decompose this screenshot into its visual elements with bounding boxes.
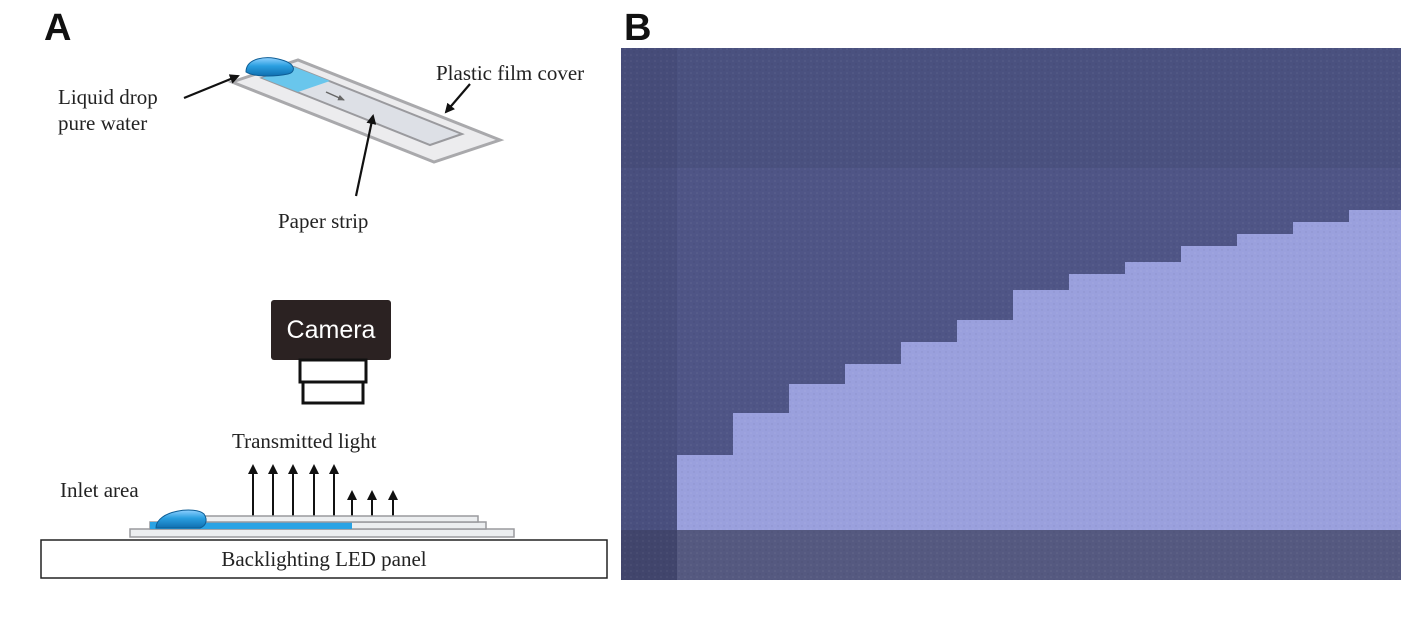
transmitted-light-arrows: [248, 464, 398, 516]
panel-b-letter: B: [624, 7, 651, 49]
side-liquid-drop: [155, 509, 207, 529]
panel-a-letter: A: [44, 7, 71, 49]
backlighting-led-panel-label: Backlighting LED panel: [221, 547, 426, 571]
backlighting-led-panel: [40, 539, 608, 579]
image-texture: [621, 48, 1401, 580]
wicking-image: [621, 48, 1401, 580]
panel-b: B: [621, 7, 1401, 580]
camera: Camera: [271, 300, 391, 405]
liquid-drop-label-line1: Liquid drop: [58, 85, 158, 109]
paper-strip-label: Paper strip: [278, 209, 368, 233]
camera-lens-upper: [298, 358, 368, 384]
plastic-film-cover-label: Plastic film cover: [436, 61, 584, 85]
side-view-stack: [129, 509, 515, 538]
bottom-film-layer: [129, 528, 515, 538]
camera-label: Camera: [287, 316, 376, 344]
paper-strip-device: [227, 57, 505, 164]
wetted-strip-layer: [150, 522, 352, 529]
liquid-drop-label-line2: pure water: [58, 111, 147, 135]
camera-lens-lower: [301, 380, 365, 405]
liquid-drop: [245, 57, 294, 77]
top-film-layer: [179, 515, 479, 523]
camera-body: [271, 300, 391, 360]
film-cover-callout-arrow: [444, 83, 471, 114]
flow-direction-arrow: [325, 91, 345, 101]
panel-a: A Liquid drop pure water Plastic film co…: [40, 7, 608, 579]
inlet-area-label: Inlet area: [60, 478, 139, 502]
transmitted-light-label: Transmitted light: [232, 429, 377, 453]
liquid-drop-callout-arrow: [183, 74, 240, 100]
paper-strip-callout-arrow: [354, 114, 377, 197]
